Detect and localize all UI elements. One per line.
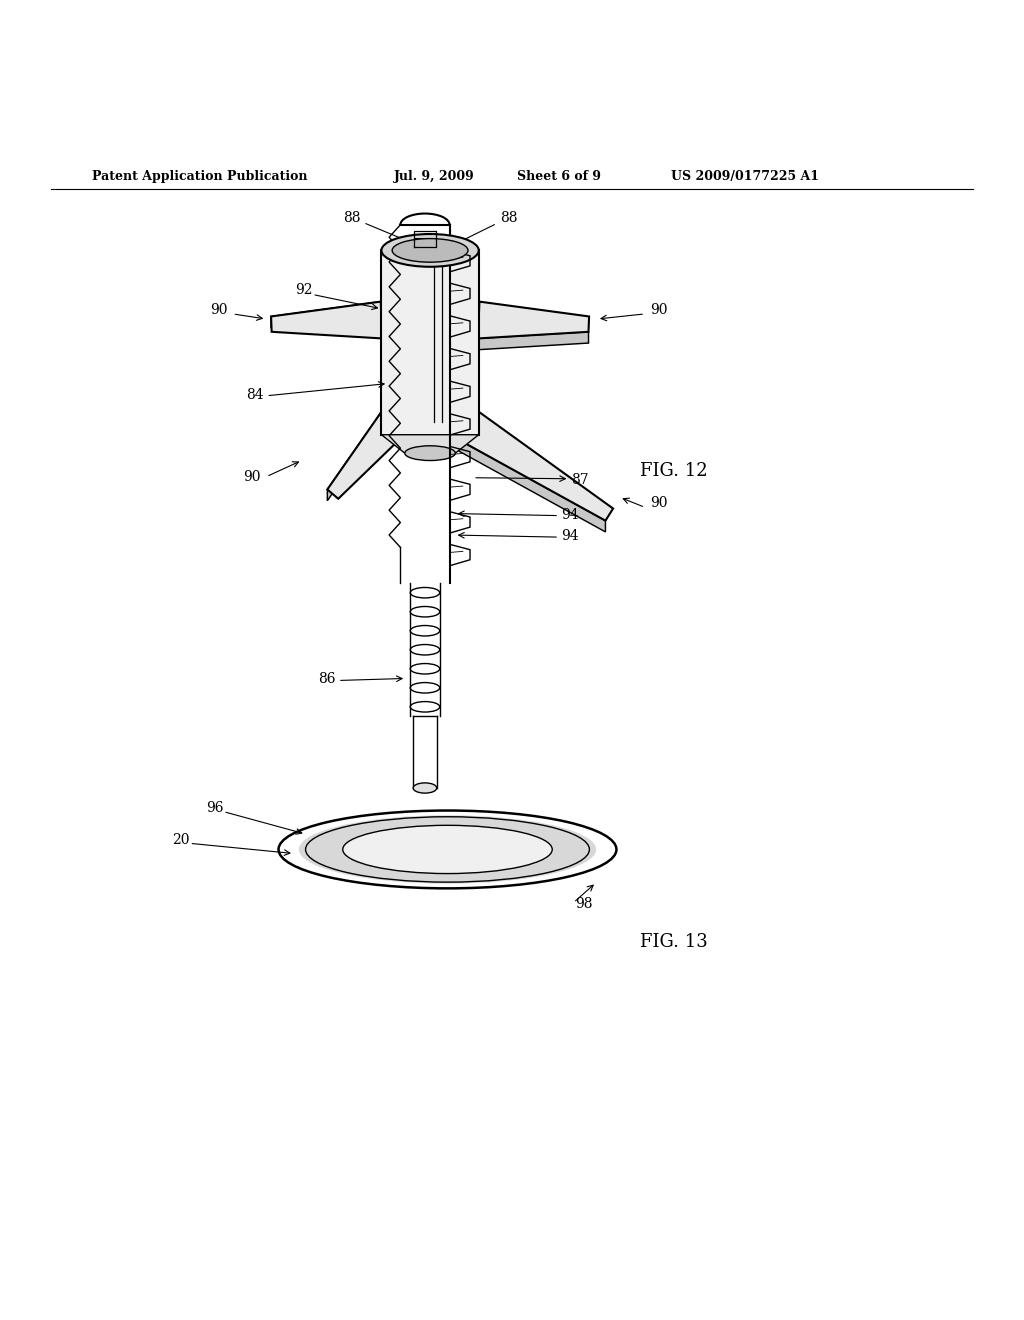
- Text: 90: 90: [650, 302, 668, 317]
- Text: 96: 96: [206, 800, 223, 814]
- Ellipse shape: [404, 446, 456, 461]
- Polygon shape: [271, 301, 382, 338]
- Text: 98: 98: [575, 896, 593, 911]
- Text: US 2009/0177225 A1: US 2009/0177225 A1: [671, 170, 819, 183]
- Text: 86: 86: [318, 672, 336, 685]
- Text: 88: 88: [461, 211, 517, 242]
- Polygon shape: [460, 411, 613, 520]
- Text: 88: 88: [343, 211, 415, 244]
- Ellipse shape: [343, 825, 552, 874]
- Polygon shape: [460, 440, 605, 532]
- Ellipse shape: [381, 234, 478, 267]
- Polygon shape: [328, 404, 387, 500]
- Text: 84: 84: [247, 388, 264, 401]
- Text: FIG. 12: FIG. 12: [640, 462, 708, 479]
- Text: FIG. 13: FIG. 13: [640, 933, 708, 950]
- Text: 20: 20: [172, 833, 189, 847]
- Polygon shape: [328, 404, 413, 499]
- Text: Patent Application Publication: Patent Application Publication: [92, 170, 307, 183]
- Text: Jul. 9, 2009: Jul. 9, 2009: [394, 170, 475, 183]
- Text: 90: 90: [244, 470, 261, 484]
- Ellipse shape: [413, 783, 437, 793]
- Polygon shape: [381, 434, 478, 453]
- Text: 90: 90: [210, 302, 227, 317]
- Polygon shape: [381, 251, 478, 434]
- Polygon shape: [271, 301, 381, 327]
- Ellipse shape: [299, 816, 596, 883]
- Text: 87: 87: [571, 473, 589, 487]
- Text: Sheet 6 of 9: Sheet 6 of 9: [517, 170, 601, 183]
- Ellipse shape: [349, 826, 546, 873]
- Text: 94: 94: [561, 529, 579, 544]
- Polygon shape: [478, 301, 589, 338]
- Text: 94: 94: [561, 508, 579, 521]
- Text: 92: 92: [295, 284, 312, 297]
- Text: 90: 90: [650, 496, 668, 511]
- Polygon shape: [478, 331, 589, 350]
- Ellipse shape: [392, 239, 468, 263]
